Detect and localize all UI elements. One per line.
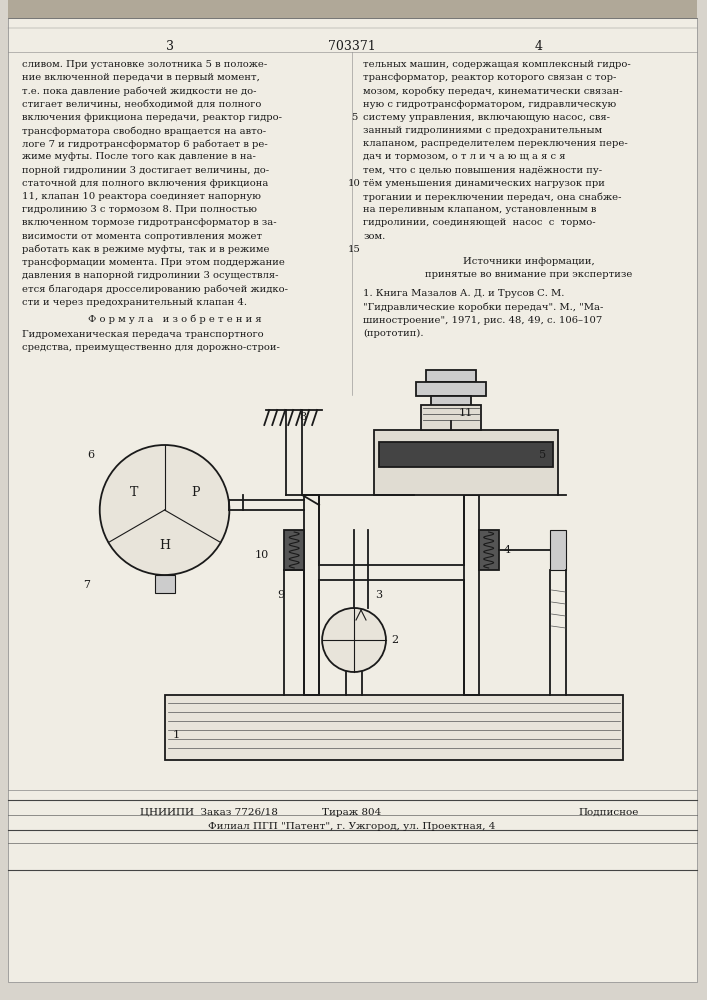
Text: статочной для полного включения фрикциона: статочной для полного включения фрикцион… <box>22 179 269 188</box>
Text: мозом, коробку передач, кинематически связан-: мозом, коробку передач, кинематически св… <box>363 86 623 96</box>
Text: сливом. При установке золотника 5 в положе-: сливом. При установке золотника 5 в поло… <box>22 60 267 69</box>
Text: жиме муфты. После того как давление в на-: жиме муфты. После того как давление в на… <box>22 152 256 161</box>
Text: ется благодаря дросселированию рабочей жидко-: ется благодаря дросселированию рабочей ж… <box>22 284 288 294</box>
Text: 1. Книга Мазалов А. Д. и Трусов С. М.: 1. Книга Мазалов А. Д. и Трусов С. М. <box>363 289 564 298</box>
Bar <box>379 442 554 467</box>
Text: ЦНИИПИ  Заказ 7726/18: ЦНИИПИ Заказ 7726/18 <box>139 808 277 817</box>
Bar <box>8 0 697 18</box>
Circle shape <box>322 608 386 672</box>
Text: средства, преимущественно для дорожно-строи-: средства, преимущественно для дорожно-ст… <box>22 343 280 352</box>
Bar <box>426 370 476 382</box>
Text: гидролинию 3 с тормозом 8. При полностью: гидролинию 3 с тормозом 8. При полностью <box>22 205 257 214</box>
Bar <box>479 530 498 570</box>
Text: трансформатор, реактор которого связан с тор-: трансформатор, реактор которого связан с… <box>363 73 617 82</box>
Bar <box>421 405 481 430</box>
Bar <box>155 575 175 593</box>
Text: принятые во внимание при экспертизе: принятые во внимание при экспертизе <box>425 270 632 279</box>
Text: ную с гидротрансформатором, гидравлическую: ную с гидротрансформатором, гидравлическ… <box>363 100 617 109</box>
Text: 9: 9 <box>277 590 284 600</box>
Text: Тираж 804: Тираж 804 <box>322 808 382 817</box>
Text: Подписное: Подписное <box>578 808 639 817</box>
Text: включенном тормозе гидротрансформатор в за-: включенном тормозе гидротрансформатор в … <box>22 218 276 227</box>
Text: трансформатора свободно вращается на авто-: трансформатора свободно вращается на авт… <box>22 126 266 135</box>
Text: 7: 7 <box>83 580 90 590</box>
Text: шиностроение", 1971, рис. 48, 49, с. 106–107: шиностроение", 1971, рис. 48, 49, с. 106… <box>363 316 602 325</box>
Text: 2: 2 <box>391 635 398 645</box>
Text: 8: 8 <box>299 412 306 422</box>
Text: т.е. пока давление рабочей жидкости не до-: т.е. пока давление рабочей жидкости не д… <box>22 86 257 96</box>
Text: Н: Н <box>159 539 170 552</box>
Circle shape <box>100 445 229 575</box>
Bar <box>431 396 471 408</box>
Bar <box>284 530 304 570</box>
Text: 11: 11 <box>459 408 473 418</box>
Text: занный гидролиниями с предохранительным: занный гидролиниями с предохранительным <box>363 126 602 135</box>
Text: трансформации момента. При этом поддержание: трансформации момента. При этом поддержа… <box>22 258 285 267</box>
Bar <box>165 695 624 760</box>
Text: 15: 15 <box>348 245 361 254</box>
Text: тельных машин, содержащая комплексный гидро-: тельных машин, содержащая комплексный ги… <box>363 60 631 69</box>
Text: Р: Р <box>191 486 199 499</box>
Text: логе 7 и гидротрансформатор 6 работает в ре-: логе 7 и гидротрансформатор 6 работает в… <box>22 139 268 149</box>
Text: Гидромеханическая передача транспортного: Гидромеханическая передача транспортного <box>22 330 264 339</box>
Text: на переливным клапаном, установленным в: на переливным клапаном, установленным в <box>363 205 597 214</box>
Text: 11, клапан 10 реактора соединяет напорную: 11, клапан 10 реактора соединяет напорну… <box>22 192 261 201</box>
Text: гидролинии, соединяющей  насос  с  тормо-: гидролинии, соединяющей насос с тормо- <box>363 218 595 227</box>
Text: ние включенной передачи в первый момент,: ние включенной передачи в первый момент, <box>22 73 259 82</box>
Bar <box>551 530 566 570</box>
Text: висимости от момента сопротивления может: висимости от момента сопротивления может <box>22 232 262 241</box>
Text: 4: 4 <box>503 545 510 555</box>
Text: зом.: зом. <box>363 232 385 241</box>
Text: дач и тормозом, о т л и ч а ю щ а я с я: дач и тормозом, о т л и ч а ю щ а я с я <box>363 152 566 161</box>
Text: стигает величины, необходимой для полного: стигает величины, необходимой для полног… <box>22 100 262 109</box>
Text: порной гидролинии 3 достигает величины, до-: порной гидролинии 3 достигает величины, … <box>22 166 269 175</box>
Text: 3: 3 <box>165 40 173 53</box>
Text: клапаном, распределителем переключения пере-: клапаном, распределителем переключения п… <box>363 139 628 148</box>
Text: давления в напорной гидролинии 3 осуществля-: давления в напорной гидролинии 3 осущест… <box>22 271 279 280</box>
Text: работать как в режиме муфты, так и в режиме: работать как в режиме муфты, так и в реж… <box>22 245 269 254</box>
Text: включения фрикциона передачи, реактор гидро-: включения фрикциона передачи, реактор ги… <box>22 113 282 122</box>
Text: 10: 10 <box>255 550 269 560</box>
Bar <box>374 430 559 495</box>
Text: 6: 6 <box>88 450 95 460</box>
Text: 10: 10 <box>348 179 361 188</box>
Text: трогании и переключении передач, она снабже-: трогании и переключении передач, она сна… <box>363 192 621 202</box>
Text: тём уменьшения динамических нагрузок при: тём уменьшения динамических нагрузок при <box>363 179 605 188</box>
Text: 1: 1 <box>173 730 180 740</box>
Text: Источники информации,: Источники информации, <box>462 257 595 266</box>
Text: 703371: 703371 <box>328 40 376 53</box>
Text: систему управления, включающую насос, свя-: систему управления, включающую насос, св… <box>363 113 610 122</box>
Text: "Гидравлические коробки передач". М., "Ма-: "Гидравлические коробки передач". М., "М… <box>363 302 603 312</box>
Text: 5: 5 <box>351 113 357 122</box>
Bar <box>416 382 486 396</box>
Text: 5: 5 <box>539 450 546 460</box>
Text: тем, что с целью повышения надёжности пу-: тем, что с целью повышения надёжности пу… <box>363 166 602 175</box>
Text: (прототип).: (прототип). <box>363 329 423 338</box>
Text: Т: Т <box>129 486 138 499</box>
Text: 4: 4 <box>534 40 542 53</box>
Text: сти и через предохранительный клапан 4.: сти и через предохранительный клапан 4. <box>22 298 247 307</box>
Text: Филиал ПГП "Патент", г. Ужгород, ул. Проектная, 4: Филиал ПГП "Патент", г. Ужгород, ул. Про… <box>209 822 496 831</box>
Text: Ф о р м у л а   и з о б р е т е н и я: Ф о р м у л а и з о б р е т е н и я <box>88 315 262 324</box>
Text: 3: 3 <box>375 590 382 600</box>
